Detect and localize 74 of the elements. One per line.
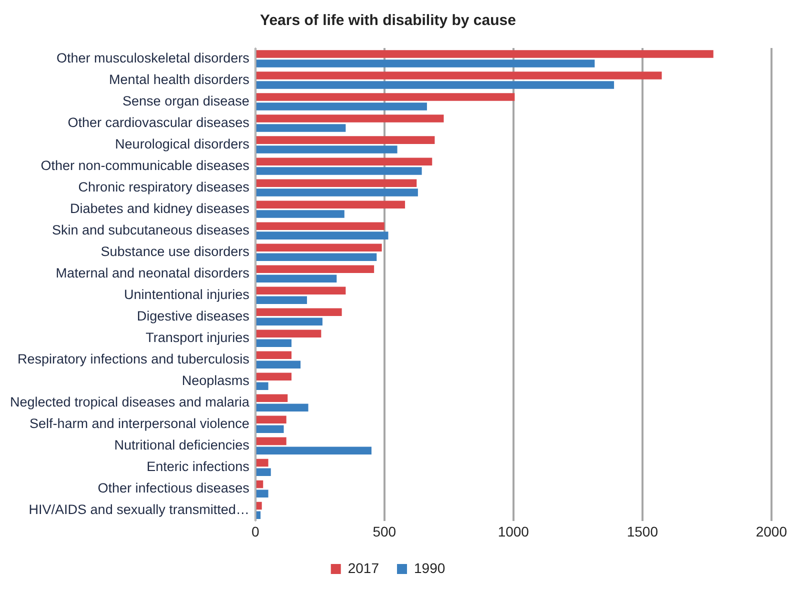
bar [256,72,662,80]
y-tick-label: Respiratory infections and tuberculosis [18,352,250,367]
bar [256,286,346,295]
bar [256,179,417,187]
bar [256,167,422,175]
bar [256,296,307,304]
bar [256,146,398,154]
bar [256,102,427,110]
bar [256,50,714,58]
bar [256,480,264,488]
y-tick-label: Maternal and neonatal disorders [56,266,250,281]
y-tick-label: Unintentional injuries [124,287,250,302]
bar [256,60,595,68]
bar [256,308,342,316]
x-tick-label: 0 [251,523,260,540]
y-tick-label: Enteric infections [146,459,250,474]
bar [256,511,261,520]
bar [256,81,614,89]
bar [256,394,288,402]
bar [256,210,344,218]
x-tick-label: 1000 [498,523,530,540]
y-tick-label: Neglected tropical diseases and malaria [10,394,250,410]
bar [256,93,515,101]
bar [256,404,308,412]
bar [256,244,382,252]
x-tick-label: 1500 [626,523,658,540]
bar [256,188,418,196]
bar [256,458,268,467]
x-tick-label: 500 [372,523,396,540]
y-tick-label: Other non-communicable diseases [40,158,250,174]
y-tick-label: Transport injuries [146,330,250,346]
bar [256,222,384,230]
legend-label: 1990 [414,560,446,576]
bar [256,232,388,240]
bar [256,382,268,390]
bar [256,425,284,434]
y-tick-label: Sense organ disease [122,93,250,108]
bar [256,446,372,455]
bar [256,416,286,424]
bar [256,437,286,446]
bar [256,490,268,498]
bar [256,339,292,347]
legend-label: 2017 [348,560,380,576]
y-tick-label: Other cardiovascular diseases [68,115,250,130]
y-tick-label: Neurological disorders [115,136,250,152]
bar [256,265,374,273]
y-tick-label: Nutritional deficiencies [114,438,250,453]
bar [256,318,322,326]
y-tick-label: Neoplasms [182,373,250,388]
y-tick-label: Diabetes and kidney diseases [70,201,250,216]
y-tick-label: Other infectious diseases [98,480,250,496]
bar [256,114,444,122]
bar [256,124,346,132]
bar [256,136,435,144]
y-tick-label: Self-harm and interpersonal violence [30,416,250,432]
bar [256,351,292,360]
y-tick-label: Chronic respiratory diseases [78,180,250,195]
y-tick-label: Skin and subcutaneous diseases [52,222,250,238]
bar [256,360,301,368]
bar [256,158,432,166]
chart-title: Years of life with disability by cause [260,12,516,30]
bar [256,372,292,381]
bar [256,468,271,476]
bar [256,200,406,208]
bar [256,330,322,338]
bar [256,253,377,261]
y-tick-label: HIV/AIDS and sexually transmitted… [28,502,250,518]
x-tick-label: 2000 [756,523,788,540]
y-tick-label: Other musculoskeletal disorders [56,50,250,66]
bar [256,274,337,282]
y-tick-label: Substance use disorders [100,244,250,260]
bar [256,502,262,510]
y-tick-label: Digestive diseases [136,308,250,324]
y-tick-label: Mental health disorders [109,72,250,87]
